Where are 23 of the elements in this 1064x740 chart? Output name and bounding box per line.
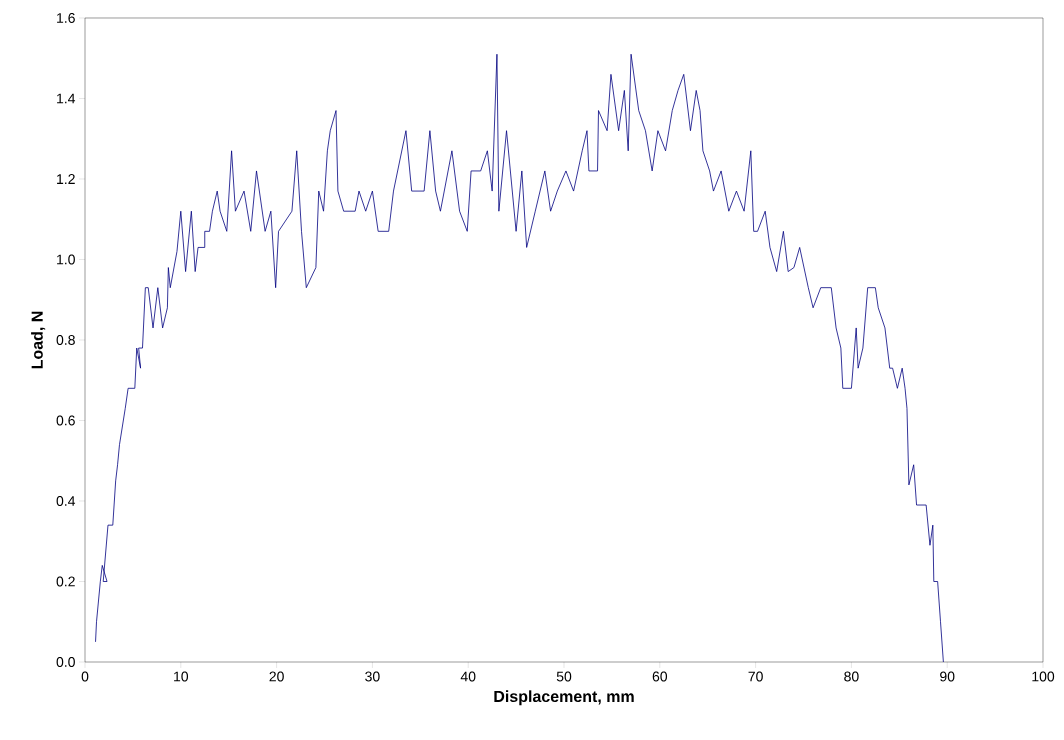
x-tick-label: 50 bbox=[556, 671, 572, 682]
x-axis-title: Displacement, mm bbox=[494, 690, 634, 706]
y-axis-title: Load, N bbox=[31, 311, 46, 369]
y-tick-label: 1.0 bbox=[57, 254, 75, 265]
x-tick-label: 80 bbox=[844, 671, 859, 682]
y-tick-label: 1.6 bbox=[57, 13, 75, 23]
y-tick-label: 1.2 bbox=[57, 174, 75, 184]
x-tick-label: 20 bbox=[269, 671, 284, 682]
x-tick-label: 70 bbox=[748, 671, 763, 682]
x-tick-label: 60 bbox=[652, 671, 668, 682]
x-tick-label: 90 bbox=[940, 671, 955, 682]
y-tick-label: 0.6 bbox=[56, 415, 75, 426]
y-tick-label: 0.0 bbox=[56, 657, 75, 667]
x-tick-label: 100 bbox=[1032, 671, 1055, 682]
x-tick-label: 30 bbox=[365, 671, 380, 682]
y-tick-label: 1.4 bbox=[57, 93, 76, 104]
y-tick-label: 0.8 bbox=[56, 335, 75, 345]
y-tick-label: 0.2 bbox=[56, 576, 75, 587]
x-tick-label: 0 bbox=[81, 671, 89, 682]
line-series bbox=[95, 53, 944, 662]
x-tick-label: 40 bbox=[460, 671, 476, 682]
y-tick-label: 0.4 bbox=[56, 496, 76, 506]
x-tick-label: 10 bbox=[174, 671, 189, 682]
